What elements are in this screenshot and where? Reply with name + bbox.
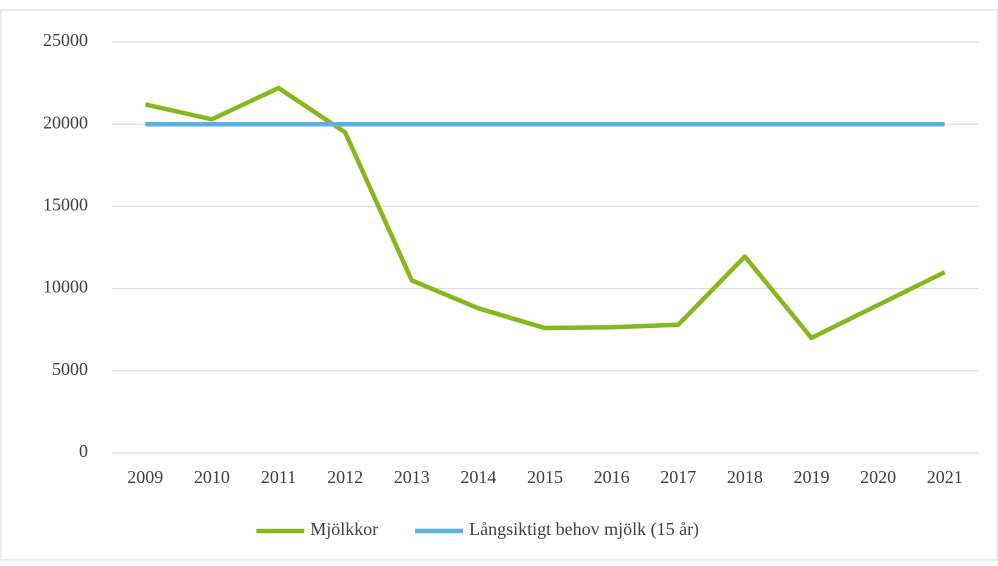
x-tick-label: 2021 [927,467,963,487]
y-tick-label: 20000 [43,112,88,132]
x-tick-label: 2018 [727,467,763,487]
x-tick-label: 2012 [327,467,363,487]
y-tick-label: 10000 [43,277,88,297]
x-tick-label: 2019 [793,467,829,487]
y-tick-label: 25000 [43,30,88,50]
series-line [144,85,946,341]
x-tick-label: 2010 [194,467,230,487]
y-tick-label: 0 [79,441,88,461]
x-tick-label: 2016 [594,467,630,487]
x-tick-label: 2020 [860,467,896,487]
x-tick-label: 2013 [394,467,430,487]
x-tick-label: 2017 [660,467,696,487]
y-tick-label: 5000 [52,359,88,379]
chart-border [0,9,998,561]
y-tick-label: 15000 [43,195,88,215]
x-tick-label: 2009 [127,467,163,487]
x-tick-label: 2011 [261,467,296,487]
legend-label: Mjölkkor [310,519,378,539]
legend-label: Långsiktigt behov mjölk (15 år) [469,519,699,540]
x-tick-label: 2015 [527,467,563,487]
x-tick-label: 2014 [460,467,496,487]
